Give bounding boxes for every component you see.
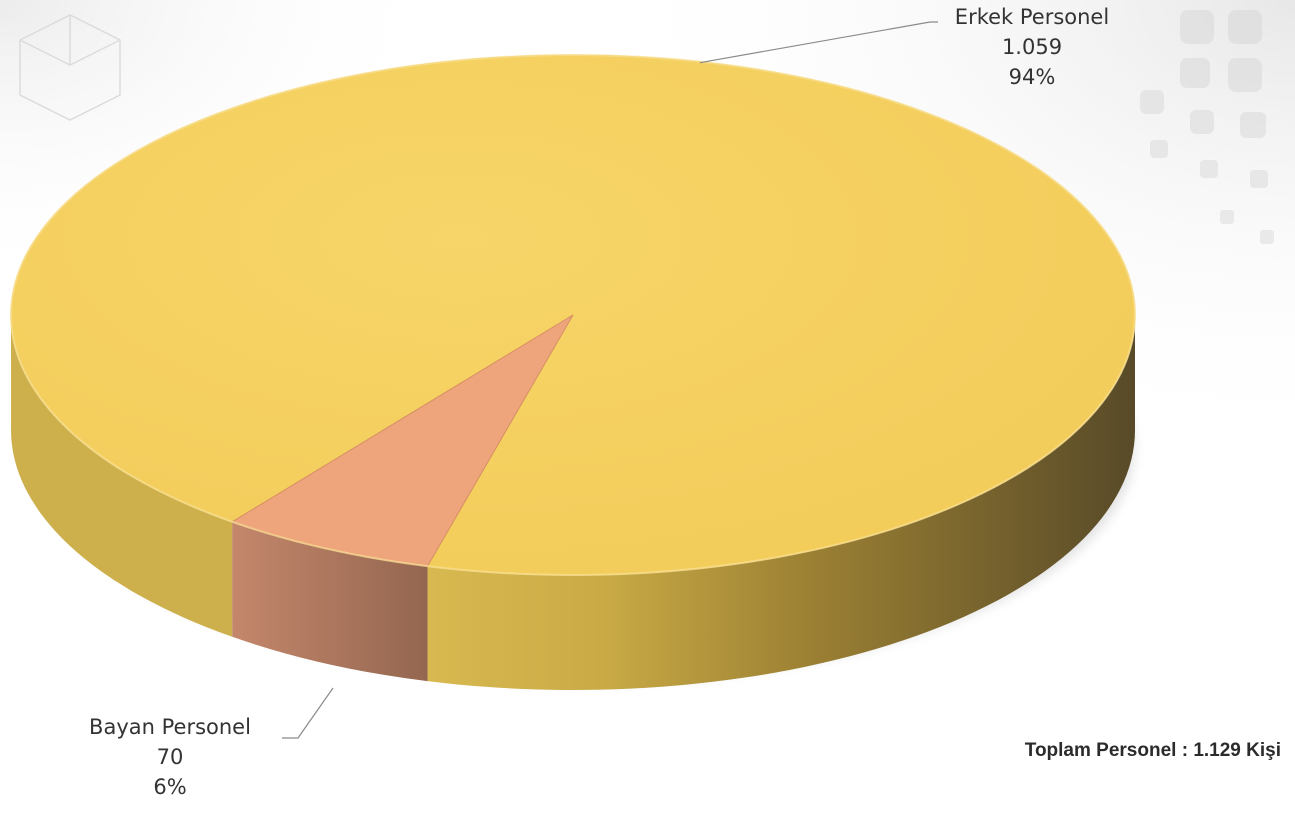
slice-name-erkek: Erkek Personel xyxy=(954,5,1110,29)
total-personnel-label: Toplam Personel : 1.129 Kişi xyxy=(1024,740,1281,761)
slice-side-bayan xyxy=(232,521,428,682)
slice-label-erkek: Erkek Personel 1.059 94% xyxy=(922,2,1142,92)
leader-line-erkek xyxy=(699,21,938,64)
slice-name-bayan: Bayan Personel xyxy=(89,715,251,739)
leader-line-bayan xyxy=(282,687,334,739)
slice-value-bayan: 70 xyxy=(156,745,184,769)
slice-side-erkek-left xyxy=(11,315,233,637)
pie-rim-highlight xyxy=(10,54,1136,576)
slice-percent-erkek: 94% xyxy=(1008,65,1056,89)
slice-percent-bayan: 6% xyxy=(153,775,187,799)
slice-value-erkek: 1.059 xyxy=(1001,35,1063,59)
slice-side-erkek xyxy=(427,315,1135,690)
slice-label-bayan: Bayan Personel 70 6% xyxy=(60,712,280,802)
